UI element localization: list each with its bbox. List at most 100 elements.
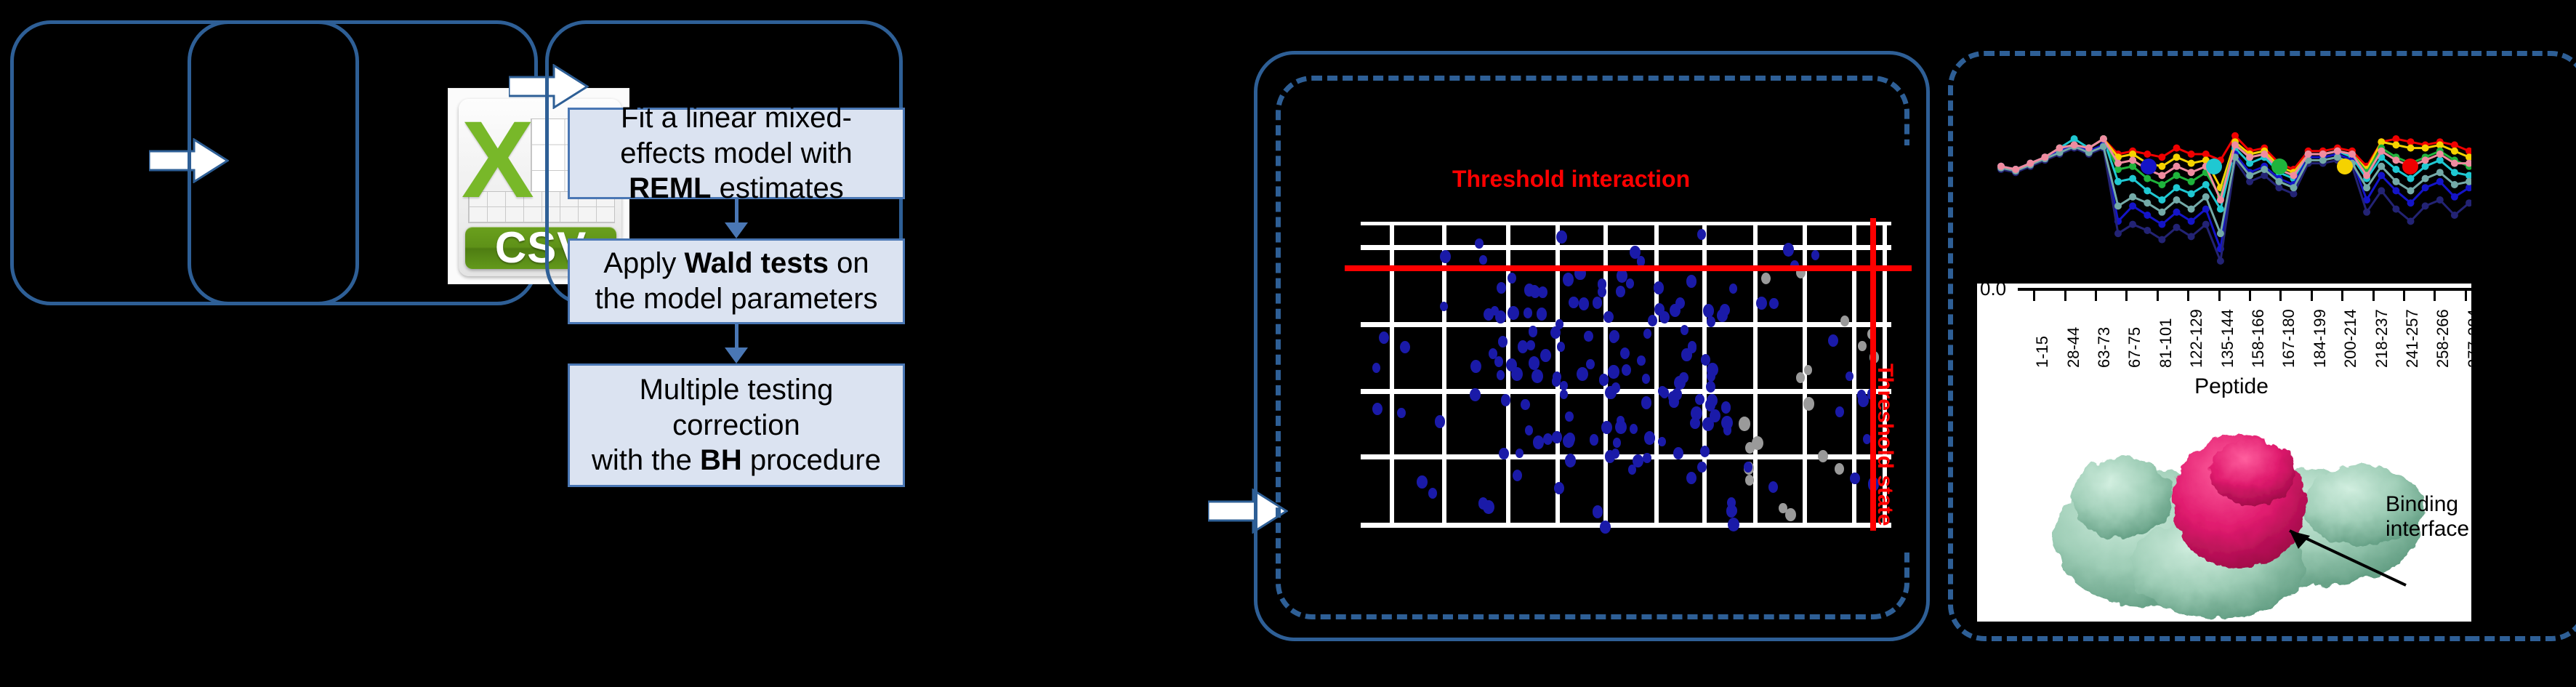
- series-marker: [2261, 150, 2269, 158]
- series-marker: [2129, 220, 2137, 228]
- series-marker: [2421, 202, 2429, 210]
- scatter-point: [1562, 433, 1574, 448]
- series-marker: [2070, 141, 2078, 149]
- x-axis-tick: [2125, 291, 2128, 301]
- binding-interface-annotation: Binding interface: [2386, 492, 2469, 541]
- threshold-state-line: [1870, 218, 1876, 531]
- scatter-point: [1521, 398, 1531, 410]
- scatter-point: [1615, 285, 1626, 298]
- peptide-tick-label: 67-75: [2125, 326, 2144, 368]
- series-marker: [2363, 208, 2371, 216]
- scatter-point: [1499, 447, 1509, 460]
- legend-dot-4: [2402, 158, 2418, 174]
- scatter-point: [1372, 402, 1383, 415]
- scatter-point: [1673, 446, 1684, 459]
- series-marker: [2114, 159, 2122, 167]
- scatter-point: [1531, 369, 1543, 383]
- scatter-point: [1539, 348, 1551, 362]
- series-marker: [2466, 153, 2473, 161]
- peptide-tick-label: 184-199: [2310, 309, 2329, 368]
- x-axis-tick: [2434, 291, 2436, 301]
- scatter-point: [1555, 319, 1564, 330]
- series-marker: [2144, 199, 2152, 207]
- series-marker: [2466, 147, 2473, 155]
- scatter-point: [1706, 393, 1718, 408]
- series-marker: [2246, 177, 2254, 185]
- scatter-title-vertical: Threshold state: [1873, 363, 1897, 526]
- process-step-bh-correction[interactable]: Multiple testing correction with the BH …: [568, 363, 905, 487]
- series-marker: [2085, 144, 2093, 152]
- scatter-point: [1511, 366, 1524, 381]
- x-axis-tick: [2156, 291, 2159, 301]
- series-marker: [2056, 144, 2064, 152]
- fit-model-line-3: estimates: [711, 172, 844, 205]
- series-marker: [2436, 150, 2444, 158]
- series-marker: [2202, 205, 2210, 213]
- peptide-line-chart[interactable]: [1995, 116, 2475, 284]
- scatter-point: [1397, 407, 1406, 419]
- scatter-point: [1537, 286, 1547, 298]
- scatter-point: [1578, 297, 1590, 310]
- series-marker: [2421, 144, 2429, 152]
- scatter-point: [1562, 272, 1574, 286]
- scatter-point: [1586, 358, 1595, 369]
- scatter-point: [1608, 365, 1619, 379]
- wald-pre: Apply: [603, 247, 685, 280]
- scatter-point: [1687, 341, 1696, 353]
- scatter-point: [1378, 331, 1389, 344]
- scatter-point: [1525, 425, 1534, 436]
- scatter-point: [1827, 334, 1838, 347]
- series-marker: [2407, 199, 2415, 207]
- wald-line-2: the model parameters: [595, 283, 878, 315]
- x-axis-tick: [2187, 291, 2190, 301]
- scatter-point: [1488, 348, 1497, 360]
- series-marker: [2173, 172, 2181, 180]
- scatter-point: [1626, 278, 1635, 289]
- flow-arrow-3: [1208, 489, 1288, 534]
- process-step-wald-tests[interactable]: Apply Wald tests on the model parameters: [568, 238, 905, 324]
- scatter-point: [1475, 238, 1484, 249]
- scatter-point: [1565, 454, 1577, 467]
- series-marker: [2466, 184, 2473, 192]
- scatter-point: [1616, 415, 1625, 426]
- scatter-point: [1559, 380, 1569, 391]
- series-marker: [2290, 190, 2298, 198]
- scatter-point: [1550, 326, 1561, 340]
- series-marker: [2392, 166, 2400, 173]
- y-axis-zero-label: 0.0: [1980, 284, 2007, 300]
- legend-dot-3: [2337, 158, 2353, 174]
- scatter-point: [1756, 296, 1767, 310]
- series-marker: [2378, 172, 2386, 180]
- series-marker: [2466, 177, 2473, 185]
- scatter-point: [1498, 336, 1508, 347]
- scatter-point: [1440, 249, 1452, 263]
- process-step-fit-model[interactable]: Fit a linear mixed- effects model with R…: [568, 102, 905, 204]
- scatter-point: [1494, 356, 1503, 367]
- scatter-point: [1526, 340, 1536, 351]
- series-marker: [2450, 181, 2458, 188]
- peptide-tick-label: 63-73: [2095, 326, 2113, 368]
- scatter-point: [1532, 435, 1544, 449]
- scatter-point: [1507, 272, 1516, 284]
- chart-legend: [1995, 158, 2475, 177]
- scatter-point: [1720, 303, 1731, 316]
- scatter-point: [1835, 406, 1844, 417]
- scatter-point: [1694, 393, 1704, 406]
- x-axis-tick: [2464, 291, 2467, 301]
- stage-container-5-edge: [2471, 51, 2576, 641]
- series-marker: [2378, 162, 2386, 170]
- scatter-point: [1598, 374, 1609, 386]
- scatter-point: [1803, 365, 1813, 376]
- series-marker: [2436, 141, 2444, 149]
- scatter-point: [1633, 454, 1643, 467]
- scatter-point: [1862, 433, 1872, 444]
- scatter-point: [1565, 411, 1574, 422]
- series-marker: [2187, 190, 2195, 198]
- series-marker: [2144, 174, 2152, 182]
- threshold-scatter-plot[interactable]: Threshold interaction Th: [1345, 145, 1912, 553]
- series-marker: [2392, 205, 2400, 213]
- scatter-point: [1803, 396, 1815, 411]
- scatter-point: [1779, 503, 1787, 514]
- x-axis-tick-labels: 1-15 28-44 63-73 67-75 81-101 122-129 135-144 1…: [2018, 304, 2483, 371]
- legend-dot-1: [2206, 158, 2222, 174]
